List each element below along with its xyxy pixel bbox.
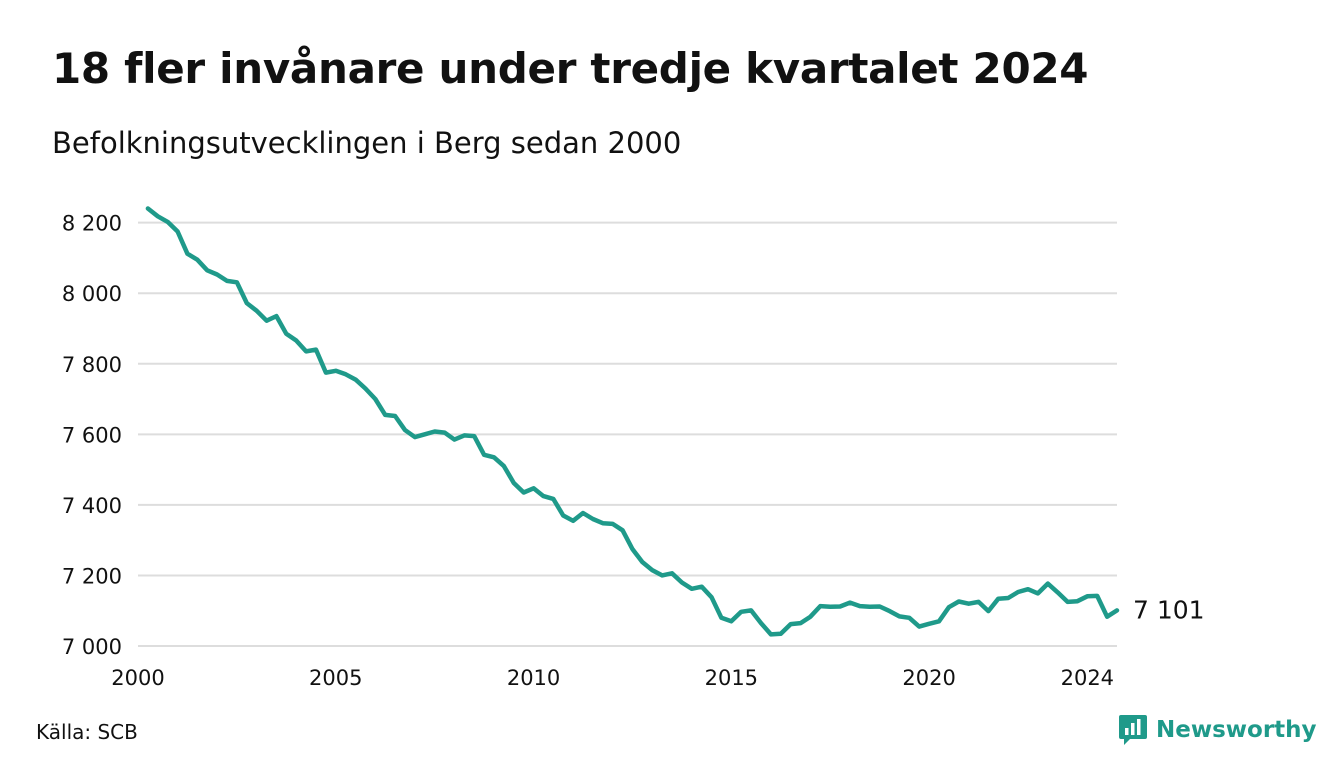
y-tick-label: 7 400 (62, 494, 122, 518)
brand-name: Newsworthy (1156, 717, 1317, 743)
x-tick-label: 2005 (309, 666, 362, 690)
y-tick-label: 8 000 (62, 282, 122, 306)
series-line (145, 206, 1120, 637)
y-tick-label: 8 200 (62, 212, 122, 236)
y-axis: 7 000 7 200 7 400 7 600 7 800 8 000 8 200 (62, 212, 122, 659)
chart-title: 18 fler invånare under tredje kvartalet … (52, 44, 1089, 93)
x-tick-label: 2015 (705, 666, 758, 690)
y-tick-label: 7 200 (62, 564, 122, 588)
source-note: Källa: SCB (36, 720, 138, 744)
chart-subtitle: Befolkningsutvecklingen i Berg sedan 200… (52, 126, 682, 160)
data-labels: 7 101 (1133, 595, 1205, 624)
x-tick-label: 2000 (111, 666, 164, 690)
y-tick-label: 7 600 (62, 423, 122, 447)
x-tick-label: 2024 (1061, 666, 1114, 690)
newsworthy-logo-icon (1119, 715, 1147, 745)
end-value-label: 7 101 (1133, 595, 1205, 624)
y-tick-label: 7 000 (62, 635, 122, 659)
x-tick-label: 2020 (902, 666, 955, 690)
x-axis: 2000 2005 2010 2015 2020 2024 (111, 666, 1114, 690)
series-group (145, 206, 1120, 637)
y-tick-label: 7 800 (62, 353, 122, 377)
x-tick-label: 2010 (507, 666, 560, 690)
gridlines (138, 221, 1117, 647)
brand-logo: Newsworthy (1118, 713, 1317, 747)
